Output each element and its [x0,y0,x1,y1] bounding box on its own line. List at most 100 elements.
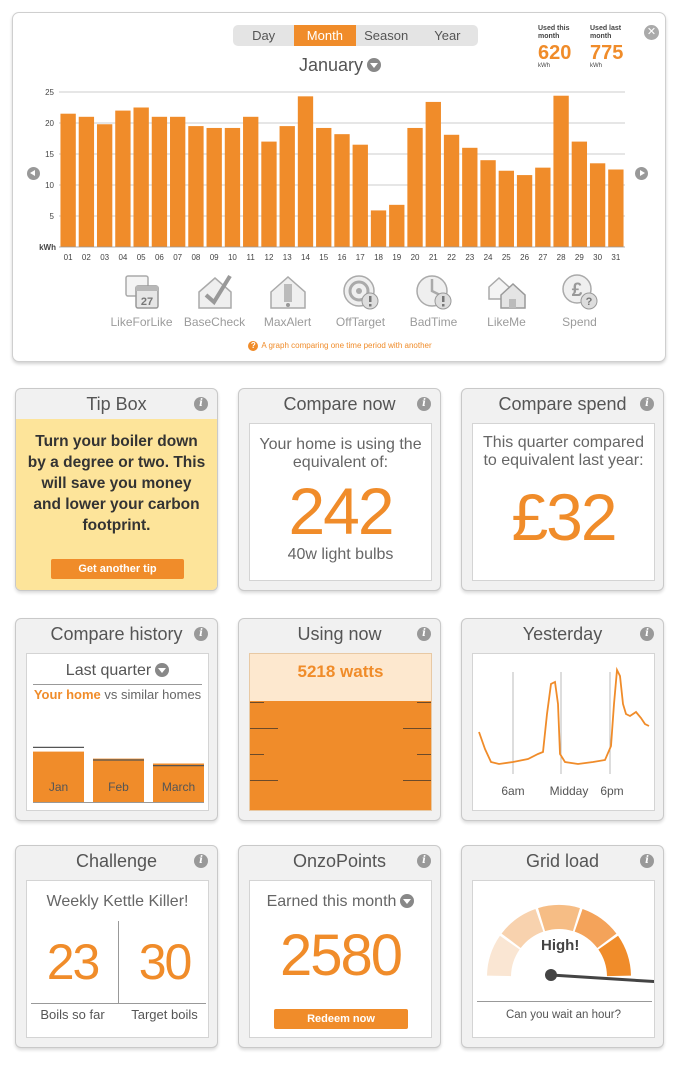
level-tick [403,728,431,729]
redeem-now-button[interactable]: Redeem now [274,1009,408,1029]
feature-basecheck[interactable]: BaseCheck [178,271,251,329]
bar [115,110,131,247]
feature-likeme[interactable]: LikeMe [470,271,543,329]
points-period-selector[interactable]: Earned this month [250,893,431,911]
chevron-down-icon[interactable] [367,58,382,73]
clock-alert-icon [415,275,451,310]
gauge-segment [501,908,544,949]
quarter-label: Last quarter [65,662,152,679]
your-home-bar [93,758,144,802]
x-tick-label: 21 [429,253,438,262]
bar [279,126,295,247]
x-label-6am: 6am [501,784,525,798]
used-this-month-value: 620 [538,42,572,64]
house-alert-icon [269,275,306,309]
previous-arrow-icon[interactable] [27,167,40,180]
used-this-month-label-1: Used this [538,25,570,32]
history-legend: Your home vs similar homes [33,684,202,702]
month-selector[interactable]: January [13,55,667,76]
info-icon[interactable]: i [194,397,208,411]
tab-month[interactable]: Month [294,25,356,46]
tab-day[interactable]: Day [252,28,276,43]
chevron-down-icon[interactable] [155,662,170,677]
y-tick-label: 5 [50,212,55,221]
legend-your-home: Your home [33,687,101,702]
bar [608,169,624,247]
gauge-segment [598,935,631,977]
feature-offtarget[interactable]: OffTarget [324,271,397,329]
bar [243,116,259,247]
bar [206,127,222,247]
x-tick-label: 20 [411,253,420,262]
bar [188,126,204,247]
bar [297,96,314,247]
history-month-label: March [161,780,196,794]
using-now-value: 5218 watts [297,662,384,681]
level-tick [417,702,431,703]
feature-spend[interactable]: £ ? Spend [543,271,616,329]
info-icon[interactable]: i [194,854,208,868]
your-home-bar [33,751,84,802]
x-tick-label: 25 [502,253,511,262]
feature-label: BaseCheck [183,315,246,329]
bar [480,160,496,247]
x-tick-label: 17 [356,253,365,262]
grid-load-gauge [487,905,654,984]
info-icon[interactable]: i [417,397,431,411]
chevron-down-icon[interactable] [400,893,415,908]
quarter-selector[interactable]: Last quarter [27,662,208,680]
x-tick-label: 24 [484,253,493,262]
month-label: January [298,55,364,75]
info-icon[interactable]: i [640,397,654,411]
bar [316,127,332,247]
feature-label: MaxAlert [263,315,312,329]
target-boils-value: 30 [138,934,193,990]
tab-year[interactable]: Year [434,28,461,43]
your-home-bar [153,763,204,802]
svg-text:?: ? [585,296,592,308]
x-tick-label: 12 [265,253,274,262]
challenge-rule [31,1003,206,1004]
feature-label: OffTarget [335,315,386,329]
used-this-month-label-2: month [538,33,560,40]
compare-history-card: Compare history i Last quarter Your home… [15,618,218,821]
card-title: Grid load [525,851,600,871]
x-tick-label: 23 [465,253,474,262]
compare-spend-value: £32 [511,480,617,554]
next-arrow-icon[interactable] [635,167,648,180]
yesterday-card: Yesterday i 6am Midday 6pm [461,618,664,821]
x-tick-label: 16 [338,253,347,262]
bar [462,147,478,247]
bar [389,204,405,247]
feature-likeforlike[interactable]: 27 LikeForLike [105,271,178,329]
grid-load-question: Can you wait an hour? [505,1009,622,1021]
info-icon[interactable]: i [640,854,654,868]
x-tick-label: 15 [319,253,328,262]
compare-now-body: Your home is using the equivalent of: 24… [249,423,432,581]
bar [516,175,533,247]
x-tick-label: 02 [82,253,91,262]
feature-maxalert[interactable]: MaxAlert [251,271,324,329]
bar [151,116,168,247]
level-tick [250,780,278,781]
info-icon[interactable]: i [417,854,431,868]
y-tick-label: 10 [45,181,54,190]
feature-badtime[interactable]: BadTime [397,271,470,329]
info-icon[interactable]: i [417,627,431,641]
used-last-month-label-1: Used last [590,25,622,32]
bar [352,144,368,247]
bar [334,134,350,247]
grid-load-card: Grid load i High! Can you wait an hour? [461,845,664,1048]
points-value: 2580 [279,923,403,988]
get-another-tip-button[interactable]: Get another tip [51,559,184,579]
info-icon[interactable]: i [640,627,654,641]
history-month-label: Jan [48,780,69,794]
tab-season[interactable]: Season [364,28,409,43]
info-icon[interactable]: i [194,627,208,641]
close-icon[interactable]: ✕ [644,25,659,40]
compare-spend-intro: This quarter compared to equivalent last… [483,434,644,469]
grid-load-body: High! Can you wait an hour? [472,880,655,1038]
feature-label: BadTime [409,315,458,329]
x-tick-label: 18 [374,253,383,262]
card-title: Challenge [75,851,158,871]
